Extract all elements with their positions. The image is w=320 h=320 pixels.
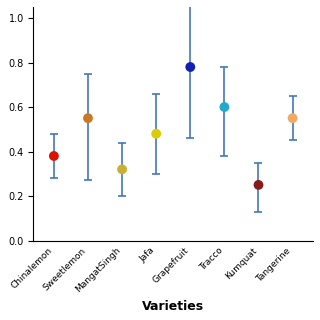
- Point: [290, 116, 295, 121]
- Point: [256, 182, 261, 188]
- Point: [120, 167, 125, 172]
- Point: [188, 64, 193, 69]
- X-axis label: Varieties: Varieties: [142, 300, 204, 313]
- Point: [222, 105, 227, 110]
- Point: [154, 131, 159, 136]
- Point: [51, 153, 56, 158]
- Bar: [33, 241, 313, 307]
- Point: [85, 116, 91, 121]
